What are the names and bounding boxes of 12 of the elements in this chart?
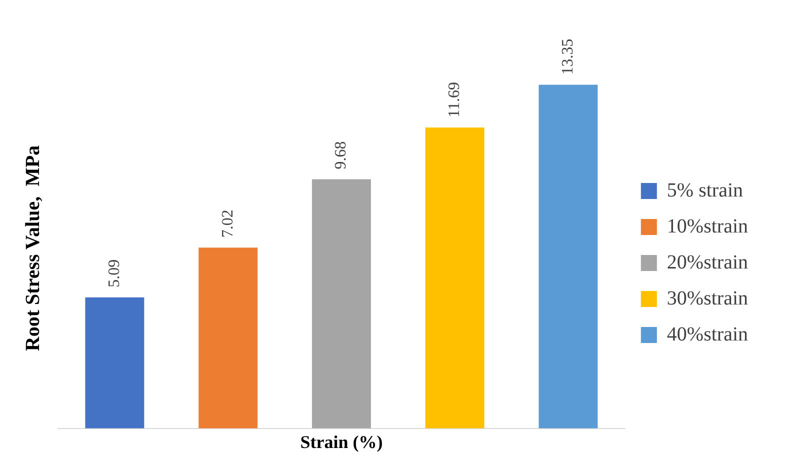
legend-label: 10%strain [666,215,748,238]
data-label: 7.02 [219,210,236,238]
legend-label: 20%strain [666,251,748,274]
data-label: 11.69 [446,82,464,118]
data-label: 5.09 [106,259,123,288]
y-axis-title: Root Stress Value, MPa [22,145,44,352]
legend-label: 5% strain [666,179,743,202]
x-axis-title: Strain (%) [300,432,383,452]
legend-label: 40%strain [666,323,748,346]
legend-label: 30%strain [666,287,748,310]
data-label: 13.35 [559,38,576,75]
data-label: 9.68 [332,141,350,170]
